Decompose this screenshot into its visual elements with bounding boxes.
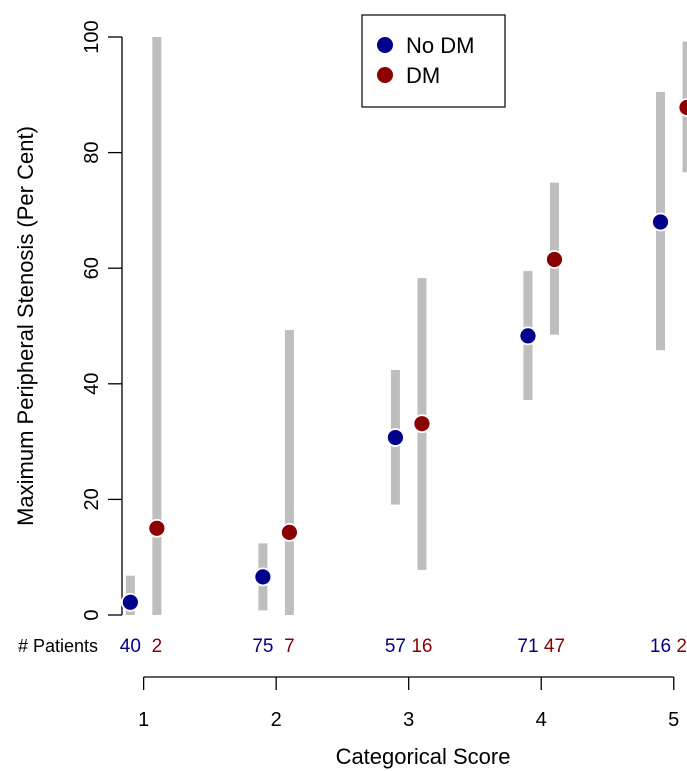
data-point: [412, 414, 432, 434]
patient-count: 47: [544, 636, 565, 657]
x-tick-label: 2: [271, 709, 282, 731]
x-axis: 1 2 3 4 5: [138, 676, 679, 731]
x-tick-label: 5: [668, 709, 679, 731]
patient-count: 21: [676, 636, 687, 657]
y-axis: 0 20 40 60 80 100: [81, 20, 123, 621]
y-axis-label: Maximum Peripheral Stenosis (Per Cent): [13, 126, 38, 526]
legend-box: [361, 14, 506, 108]
x-tick-label: 3: [403, 709, 414, 731]
legend: No DM DM: [361, 14, 506, 108]
data-point: [147, 518, 167, 538]
y-tick-label: 40: [81, 373, 103, 395]
patient-count: 75: [252, 636, 273, 657]
legend-marker-dm: [377, 67, 393, 83]
patient-count: 16: [650, 636, 671, 657]
patient-counts: # Patients 40 75 57 71 16 2 7 16 47 21: [18, 636, 687, 657]
legend-marker-no-dm: [377, 37, 393, 53]
data-points: [120, 98, 687, 612]
data-point: [253, 567, 273, 587]
legend-label-dm: DM: [406, 63, 440, 88]
data-point: [280, 522, 299, 542]
x-tick-label: 4: [536, 709, 547, 731]
patient-count: 40: [120, 636, 141, 657]
patient-count: 57: [385, 636, 406, 657]
y-tick-label: 80: [81, 141, 103, 163]
data-point: [120, 592, 140, 612]
patients-row-label: # Patients: [18, 636, 98, 656]
patient-count: 71: [517, 636, 538, 657]
y-tick-label: 20: [81, 488, 103, 510]
y-tick-label: 60: [81, 257, 103, 279]
data-point: [545, 250, 564, 269]
data-point: [386, 428, 405, 447]
data-point: [518, 326, 538, 346]
range-bars: [125, 37, 687, 615]
range-bar: [152, 37, 162, 615]
range-bar: [284, 330, 294, 615]
patient-count: 16: [411, 636, 432, 657]
y-tick-label: 0: [81, 609, 103, 620]
x-axis-label: Categorical Score: [336, 744, 511, 769]
patient-count: 2: [152, 636, 163, 657]
patient-count: 7: [284, 636, 295, 657]
x-tick-label: 1: [138, 709, 149, 731]
data-point: [677, 98, 687, 117]
data-point: [651, 212, 670, 232]
legend-label-no-dm: No DM: [406, 33, 474, 58]
y-tick-label: 100: [81, 20, 103, 53]
